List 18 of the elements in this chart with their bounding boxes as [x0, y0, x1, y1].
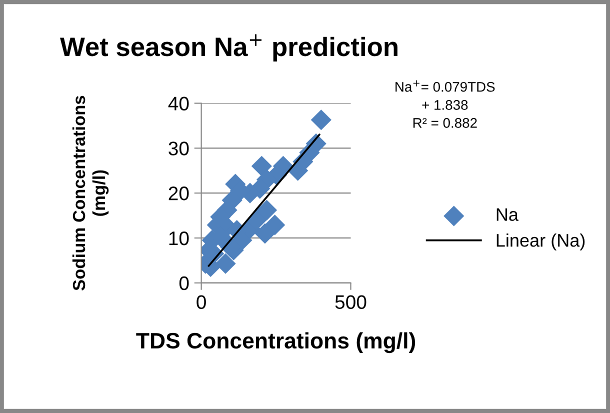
legend-label: Linear (Na) [496, 234, 585, 250]
point [251, 156, 272, 176]
point [256, 200, 278, 220]
y-tick-label: 20 [168, 186, 189, 200]
y-tick-label: 40 [168, 96, 189, 110]
y-axis-title: Sodium Concentrations (mg/l) [72, 96, 109, 290]
chart-title: Wet season Na$^{+}$ prediction [60, 34, 398, 62]
point [310, 110, 332, 130]
x-tick-label: 500 [335, 295, 366, 309]
point [264, 214, 286, 236]
point [254, 223, 276, 244]
y-tick-label: 30 [168, 142, 189, 156]
legend-label: Na [496, 208, 518, 221]
x-axis-title: TDS Concentrations (mg/l) [136, 332, 416, 354]
text: Na$^{+}$= 0.079TDS + 1.838 R² = 0.882 [396, 80, 495, 128]
point [215, 253, 236, 274]
y-tick-label: 10 [169, 231, 189, 246]
y-tick-label: 0 [179, 276, 189, 290]
